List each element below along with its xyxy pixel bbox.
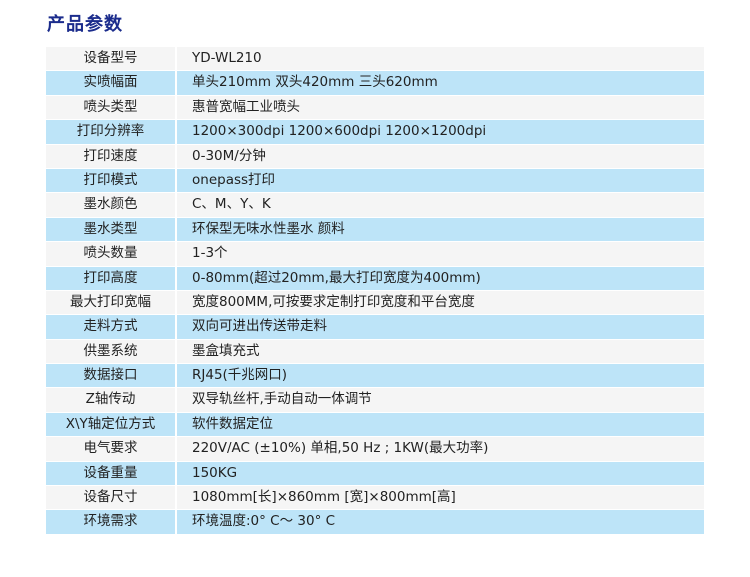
spec-value: 环境温度:0° C～ 30° C [192, 513, 336, 530]
spec-value: 双导轨丝杆,手动自动一体调节 [192, 391, 372, 408]
table-row: 电气要求 220V/AC (±10%) 单相,50 Hz ; 1KW(最大功率) [46, 437, 704, 462]
table-row: 设备尺寸 1080mm[长]×860mm [宽]×800mm[高] [46, 486, 704, 511]
spec-label: 走料方式 [46, 315, 177, 339]
spec-label: 打印分辨率 [46, 120, 177, 144]
spec-value: 1-3个 [192, 245, 228, 262]
table-row: 墨水颜色 C、M、Y、K [46, 193, 704, 218]
spec-value: 单头210mm 双头420mm 三头620mm [192, 74, 438, 91]
spec-label: 数据接口 [46, 364, 177, 388]
table-row: 打印速度 0-30M/分钟 [46, 144, 704, 169]
table-row: 打印模式 onepass打印 [46, 168, 704, 194]
spec-label: 电气要求 [46, 437, 177, 461]
spec-value: 0-80mm(超过20mm,最大打印宽度为400mm) [192, 269, 481, 286]
spec-label: 墨水类型 [46, 217, 177, 242]
spec-value: 150KG [192, 464, 238, 481]
spec-label: 打印速度 [46, 144, 177, 168]
table-row: 喷头类型 惠普宽幅工业喷头 [46, 95, 704, 121]
spec-value: onepass打印 [192, 171, 276, 188]
spec-label: 墨水颜色 [46, 193, 177, 217]
table-row: X\Y轴定位方式 软件数据定位 [46, 412, 704, 438]
spec-label: 设备尺寸 [46, 486, 177, 510]
spec-label: 喷头数量 [46, 242, 177, 266]
spec-label: 设备型号 [46, 47, 177, 71]
table-row: 环境需求 环境温度:0° C～ 30° C [46, 510, 704, 535]
table-row: 设备重量 150KG [46, 461, 704, 487]
table-row: 喷头数量 1-3个 [46, 242, 704, 267]
spec-value: YD-WL210 [192, 50, 262, 66]
table-row: 打印分辨率 1200×300dpi 1200×600dpi 1200×1200dp… [46, 120, 704, 145]
spec-value: 双向可进出传送带走料 [192, 318, 327, 335]
spec-label: X\Y轴定位方式 [46, 412, 177, 437]
table-row: 打印高度 0-80mm(超过20mm,最大打印宽度为400mm) [46, 266, 704, 291]
spec-value: 宽度800MM,可按要求定制打印宽度和平台宽度 [192, 293, 475, 310]
spec-value: 惠普宽幅工业喷头 [192, 98, 300, 115]
table-row: 最大打印宽幅 宽度800MM,可按要求定制打印宽度和平台宽度 [46, 290, 704, 316]
spec-label: Z轴传动 [46, 388, 177, 412]
spec-value: 墨盒填充式 [192, 342, 260, 359]
table-row: 走料方式 双向可进出传送带走料 [46, 315, 704, 340]
spec-table: 设备型号 YD-WL210 实喷幅面 单头210mm 双头420mm 三头620mm 喷… [46, 47, 704, 535]
spec-label: 实喷幅面 [46, 71, 177, 95]
spec-value: 1200×300dpi 1200×600dpi 1200×1200dpi [192, 123, 487, 140]
spec-label: 设备重量 [46, 461, 177, 486]
spec-value: 0-30M/分钟 [192, 147, 266, 164]
spec-label: 最大打印宽幅 [46, 290, 177, 315]
table-row: Z轴传动 双导轨丝杆,手动自动一体调节 [46, 388, 704, 413]
table-row: 供墨系统 墨盒填充式 [46, 339, 704, 365]
spec-label: 喷头类型 [46, 95, 177, 120]
spec-value: 软件数据定位 [192, 415, 273, 432]
section-title: 产品参数 [47, 14, 123, 35]
table-row: 实喷幅面 单头210mm 双头420mm 三头620mm [46, 71, 704, 96]
spec-label: 环境需求 [46, 510, 177, 534]
spec-label: 供墨系统 [46, 339, 177, 364]
spec-value: 1080mm[长]×860mm [宽]×800mm[高] [192, 489, 456, 506]
table-row: 数据接口 RJ45(千兆网口) [46, 364, 704, 389]
spec-value: RJ45(千兆网口) [192, 367, 288, 384]
spec-value: C、M、Y、K [192, 196, 271, 213]
spec-label: 打印高度 [46, 266, 177, 290]
spec-label: 打印模式 [46, 168, 177, 193]
spec-value: 环保型无味水性墨水 颜料 [192, 220, 345, 237]
table-row: 墨水类型 环保型无味水性墨水 颜料 [46, 217, 704, 243]
spec-value: 220V/AC (±10%) 单相,50 Hz ; 1KW(最大功率) [192, 440, 489, 457]
table-row: 设备型号 YD-WL210 [46, 47, 704, 72]
